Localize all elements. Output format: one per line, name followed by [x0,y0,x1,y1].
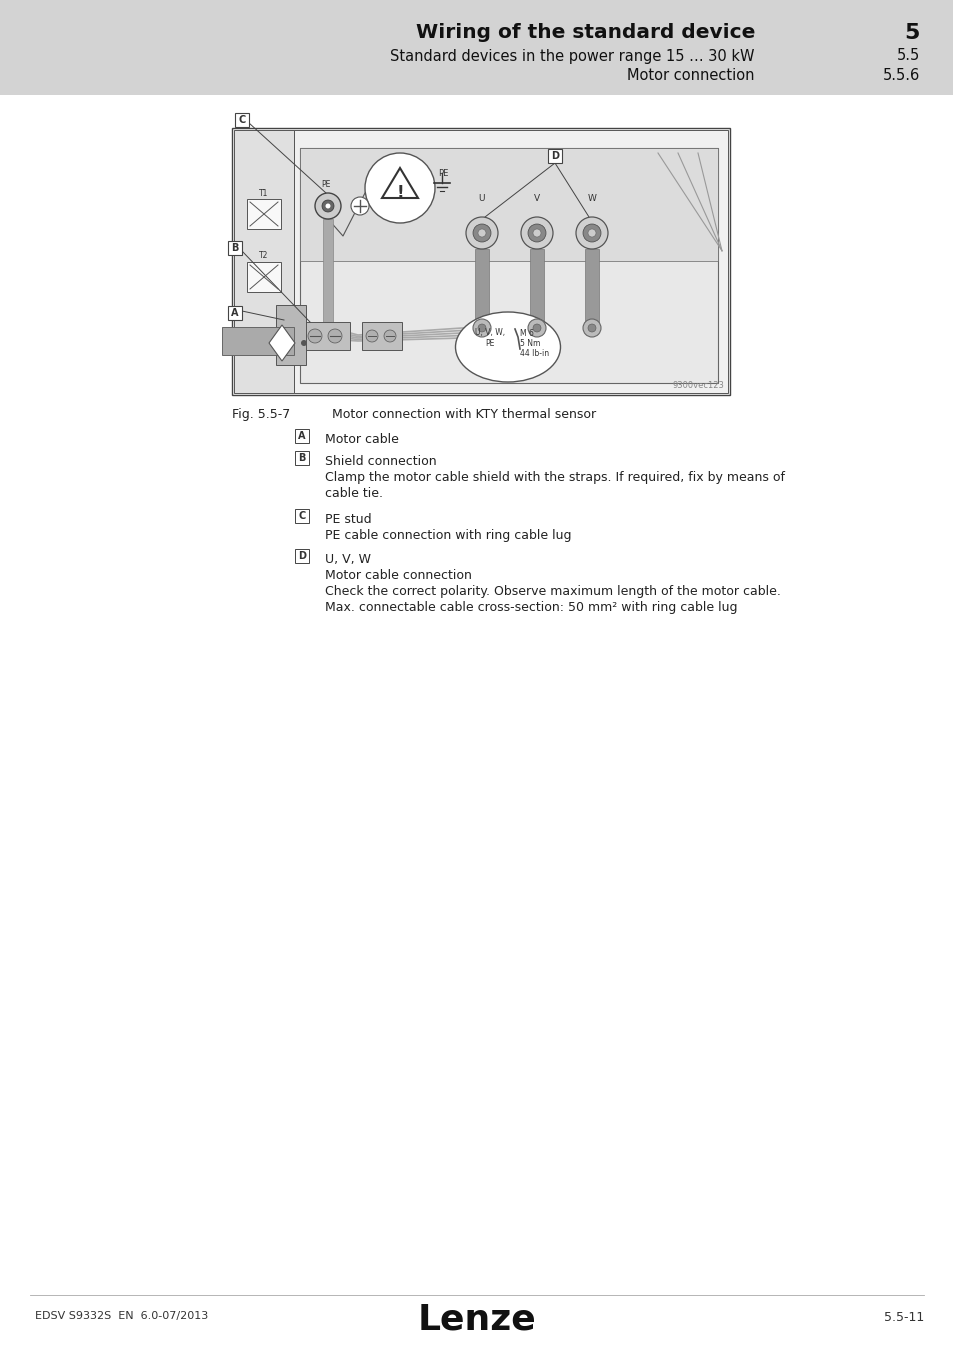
Text: B: B [298,454,305,463]
Text: D: D [551,151,558,161]
Text: EDSV S9332S  EN  6.0-07/2013: EDSV S9332S EN 6.0-07/2013 [35,1311,208,1322]
Text: T1: T1 [259,189,269,197]
Circle shape [582,319,600,338]
Text: Motor cable: Motor cable [325,433,398,446]
Bar [299,148,718,383]
Text: 9300vec123: 9300vec123 [672,381,723,390]
Text: 5: 5 [903,23,919,43]
Bar [247,198,281,230]
Bar [294,429,309,443]
Bar [294,451,309,464]
Bar [275,305,306,365]
Text: cable tie.: cable tie. [325,487,382,500]
Text: Check the correct polarity. Observe maximum length of the motor cable.: Check the correct polarity. Observe maxi… [325,585,781,598]
Circle shape [582,224,600,242]
Circle shape [477,324,485,332]
Circle shape [301,340,307,346]
Text: 5.5: 5.5 [896,49,919,63]
Text: Fig. 5.5-7: Fig. 5.5-7 [232,408,290,421]
Text: PE: PE [321,180,331,189]
Circle shape [473,319,491,338]
Bar [584,248,598,328]
Text: 5 Nm: 5 Nm [519,339,539,347]
Bar [222,327,294,355]
Bar [247,262,281,292]
Polygon shape [269,325,294,360]
Text: U: U [478,194,485,202]
Circle shape [520,217,553,248]
Text: PE: PE [437,170,448,178]
Text: Max. connectable cable cross-section: 50 mm² with ring cable lug: Max. connectable cable cross-section: 50… [325,601,737,614]
Bar [232,128,729,396]
Text: M 6: M 6 [519,328,534,338]
Text: Motor cable connection: Motor cable connection [325,568,472,582]
Circle shape [477,230,485,238]
Circle shape [576,217,607,248]
Text: Wiring of the standard device: Wiring of the standard device [416,23,754,42]
Bar [361,323,401,350]
Bar [294,549,309,563]
Circle shape [325,204,330,208]
Circle shape [587,230,596,238]
Text: U, V, W: U, V, W [325,554,371,566]
Text: T2: T2 [259,251,269,261]
Circle shape [473,224,491,242]
Text: C: C [298,512,305,521]
Text: Motor connection: Motor connection [627,69,754,84]
Text: !: ! [395,184,403,202]
Circle shape [366,329,377,342]
Bar [234,113,249,127]
Text: 44 lb-in: 44 lb-in [519,348,549,358]
Bar [530,248,543,328]
Circle shape [533,230,540,238]
Circle shape [527,224,545,242]
Text: 5.5.6: 5.5.6 [882,69,919,84]
Ellipse shape [455,312,560,382]
Bar [233,130,294,393]
Text: 5.5-11: 5.5-11 [882,1311,923,1324]
Text: Standard devices in the power range 15 … 30 kW: Standard devices in the power range 15 …… [390,49,754,63]
Circle shape [587,324,596,332]
Circle shape [527,319,545,338]
Text: Lenze: Lenze [417,1303,536,1336]
Text: A: A [298,431,305,441]
Text: D: D [297,551,306,562]
Bar [0,0,953,95]
Bar [228,242,242,255]
Bar [294,509,309,522]
Text: W: W [587,194,596,202]
Text: A: A [231,308,238,319]
Text: B: B [231,243,238,252]
Bar [305,323,350,350]
Circle shape [322,200,334,212]
Text: Shield connection: Shield connection [325,455,436,468]
Text: PE cable connection with ring cable lug: PE cable connection with ring cable lug [325,529,571,541]
Circle shape [533,324,540,332]
Circle shape [314,193,340,219]
Circle shape [465,217,497,248]
Text: U, V, W,: U, V, W, [475,328,504,338]
Text: Motor connection with KTY thermal sensor: Motor connection with KTY thermal sensor [332,408,596,421]
Text: V: V [534,194,539,202]
Text: Clamp the motor cable shield with the straps. If required, fix by means of: Clamp the motor cable shield with the st… [325,471,784,485]
Bar [299,148,718,261]
Text: PE: PE [485,339,495,347]
Circle shape [328,329,341,343]
Bar [294,130,727,393]
Text: PE stud: PE stud [325,513,372,526]
Bar [475,248,489,328]
Circle shape [351,197,369,215]
Bar [547,148,561,163]
Text: C: C [238,115,245,126]
Circle shape [365,153,435,223]
Bar [323,219,333,325]
Circle shape [308,329,322,343]
Bar [228,306,242,320]
Circle shape [384,329,395,342]
